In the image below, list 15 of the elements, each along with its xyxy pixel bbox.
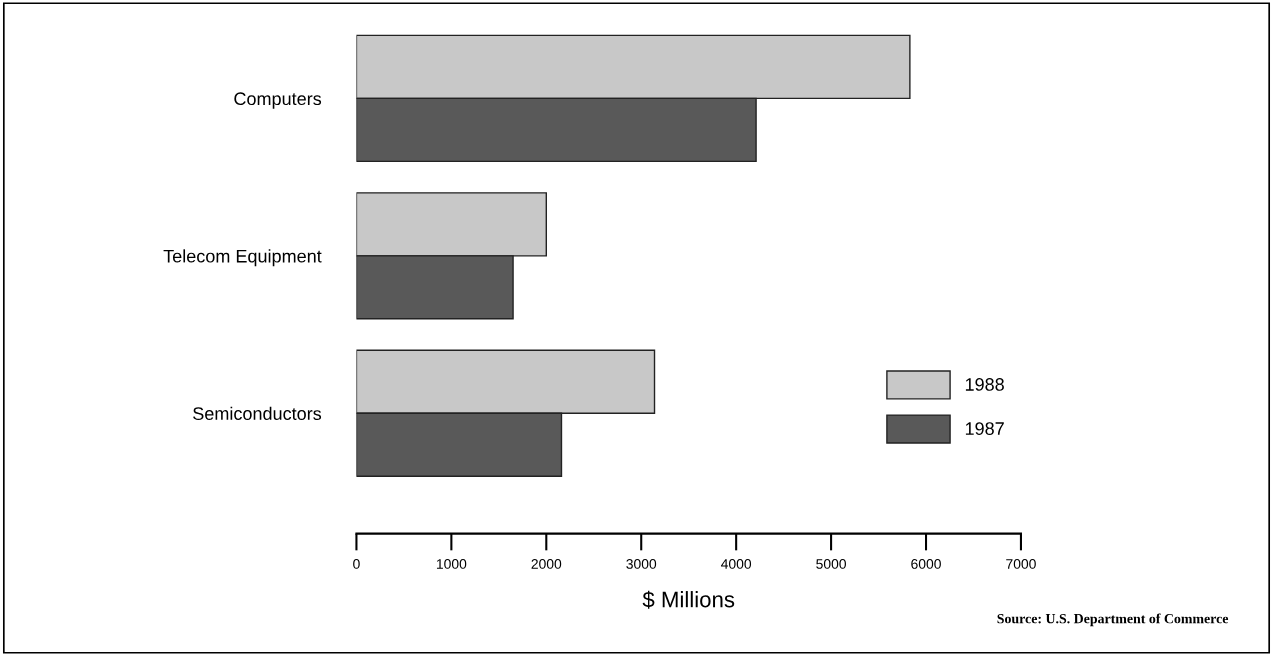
legend-label: 1987 — [965, 422, 1004, 435]
x-tick-label: 0 — [353, 559, 360, 569]
x-tick-label: 1000 — [436, 559, 467, 569]
x-tick-label: 7000 — [1006, 559, 1036, 569]
y-tick-label: Computers — [234, 92, 322, 109]
x-tick-label: 5000 — [816, 559, 846, 569]
x-tick-label: 6000 — [911, 559, 941, 569]
source-note: Source: U.S. Department of Commerce — [997, 613, 1229, 627]
y-tick-label: Semiconductors — [193, 406, 322, 420]
x-tick-label: 3000 — [626, 559, 657, 569]
x-axis-title: $ Millions — [642, 590, 735, 609]
y-tick-label: Telecom Equipment — [163, 249, 322, 267]
x-tick-label: 2000 — [531, 559, 562, 569]
x-tick-label: 4000 — [721, 559, 752, 569]
legend-label: 1988 — [965, 378, 1004, 391]
